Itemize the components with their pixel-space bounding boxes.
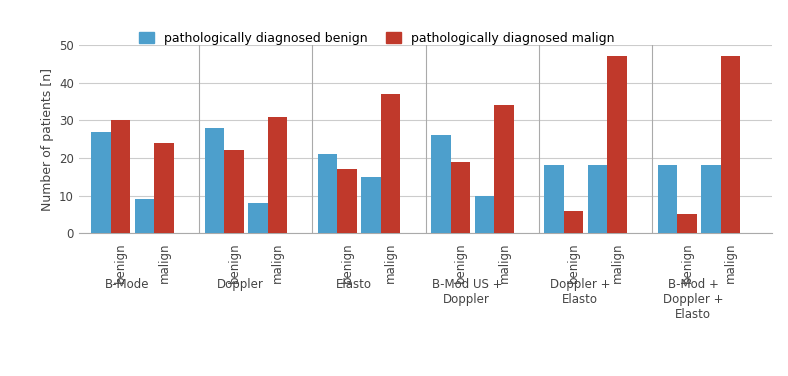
Bar xyxy=(701,165,721,233)
Text: B-Mode: B-Mode xyxy=(105,278,149,291)
Text: Doppler: Doppler xyxy=(217,278,264,291)
Text: malign: malign xyxy=(724,243,737,283)
Bar xyxy=(677,214,697,233)
Bar xyxy=(337,169,357,233)
Bar xyxy=(588,165,608,233)
Text: benign: benign xyxy=(114,243,127,283)
Bar xyxy=(658,165,677,233)
Bar xyxy=(362,177,381,233)
Bar xyxy=(91,132,111,233)
Y-axis label: Number of patients [n]: Number of patients [n] xyxy=(40,68,54,211)
Bar xyxy=(224,150,243,233)
Bar xyxy=(494,105,514,233)
Bar xyxy=(721,56,740,233)
Bar xyxy=(318,154,337,233)
Bar xyxy=(608,56,627,233)
Bar xyxy=(381,94,400,233)
Text: benign: benign xyxy=(680,243,693,283)
Text: Doppler +
Elasto: Doppler + Elasto xyxy=(550,278,610,306)
Bar xyxy=(248,203,268,233)
Bar xyxy=(431,135,451,233)
Text: malign: malign xyxy=(497,243,511,283)
Text: malign: malign xyxy=(611,243,623,283)
Bar xyxy=(135,199,154,233)
Text: malign: malign xyxy=(385,243,397,283)
Bar xyxy=(205,128,224,233)
Bar xyxy=(545,165,564,233)
Bar xyxy=(111,120,130,233)
Text: malign: malign xyxy=(271,243,284,283)
Text: benign: benign xyxy=(228,243,240,283)
Bar xyxy=(564,211,583,233)
Text: B-Mod +
Doppler +
Elasto: B-Mod + Doppler + Elasto xyxy=(663,278,723,321)
Text: benign: benign xyxy=(340,243,354,283)
Text: B-Mod US +
Doppler: B-Mod US + Doppler xyxy=(432,278,502,306)
Bar xyxy=(154,143,174,233)
Text: Elasto: Elasto xyxy=(336,278,372,291)
Text: benign: benign xyxy=(454,243,466,283)
Bar xyxy=(474,196,494,233)
Bar xyxy=(451,162,470,233)
Text: benign: benign xyxy=(567,243,580,283)
Legend: pathologically diagnosed benign, pathologically diagnosed malign: pathologically diagnosed benign, patholo… xyxy=(134,27,620,50)
Bar xyxy=(268,117,287,233)
Text: malign: malign xyxy=(158,243,171,283)
